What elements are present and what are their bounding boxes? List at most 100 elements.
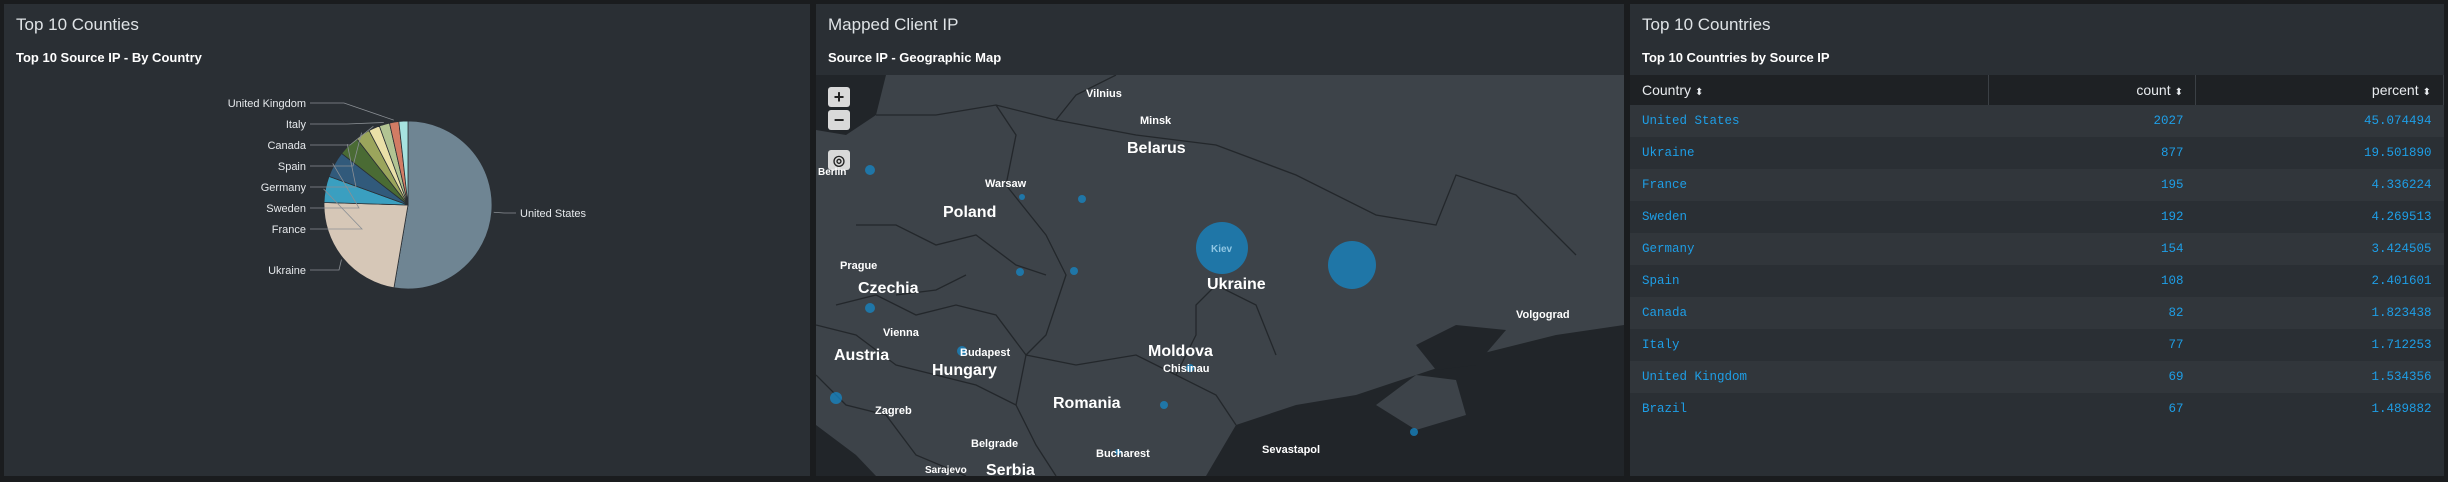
cell-count[interactable]: 69 bbox=[1988, 361, 2196, 393]
cell-percent[interactable]: 1.712253 bbox=[2195, 329, 2444, 361]
cell-percent[interactable]: 19.501890 bbox=[2195, 137, 2444, 169]
cell-percent[interactable]: 1.823438 bbox=[2195, 297, 2444, 329]
cell-percent[interactable]: 1.534356 bbox=[2195, 361, 2444, 393]
cell-percent[interactable]: 45.074494 bbox=[2195, 105, 2444, 137]
cell-percent[interactable]: 4.269513 bbox=[2195, 201, 2444, 233]
pie-leader-line bbox=[310, 125, 374, 146]
map-label-ukraine: Ukraine bbox=[1207, 276, 1266, 293]
pie-slice[interactable] bbox=[323, 202, 409, 289]
pie-leader-line bbox=[310, 132, 362, 167]
cell-country[interactable]: United Kingdom bbox=[1630, 361, 1989, 393]
cell-country[interactable]: Sweden bbox=[1630, 201, 1989, 233]
map-label-bucharest: Bucharest bbox=[1096, 448, 1150, 460]
pie-label: Italy bbox=[286, 119, 307, 131]
table-row[interactable]: Italy 77 1.712253 bbox=[1630, 329, 2444, 361]
cell-country[interactable]: France bbox=[1630, 169, 1989, 201]
cell-count[interactable]: 108 bbox=[1988, 265, 2196, 297]
cell-count[interactable]: 82 bbox=[1988, 297, 2196, 329]
table-row[interactable]: Germany 154 3.424505 bbox=[1630, 233, 2444, 265]
map-label-czechia: Czechia bbox=[858, 280, 919, 297]
table-row[interactable]: United States 2027 45.074494 bbox=[1630, 105, 2444, 137]
map-label-austria: Austria bbox=[834, 347, 889, 364]
cell-country[interactable]: United States bbox=[1630, 105, 1989, 137]
pie-label: Sweden bbox=[266, 203, 306, 215]
crimea bbox=[1376, 375, 1466, 430]
map-label-serbia: Serbia bbox=[986, 462, 1035, 476]
cell-percent[interactable]: 1.489882 bbox=[2195, 393, 2444, 425]
pie-label: France bbox=[272, 224, 306, 236]
cell-percent[interactable]: 4.336224 bbox=[2195, 169, 2444, 201]
pie-label: United Kingdom bbox=[228, 98, 306, 110]
table-row[interactable]: France 195 4.336224 bbox=[1630, 169, 2444, 201]
map-marker bbox=[865, 165, 875, 175]
column-header-country[interactable]: Country ⬍ bbox=[1630, 75, 1989, 105]
cell-count[interactable]: 195 bbox=[1988, 169, 2196, 201]
table-row[interactable]: Canada 82 1.823438 bbox=[1630, 297, 2444, 329]
cell-country[interactable]: Italy bbox=[1630, 329, 1989, 361]
cell-count[interactable]: 192 bbox=[1988, 201, 2196, 233]
table-row[interactable]: Brazil 67 1.489882 bbox=[1630, 393, 2444, 425]
panel-title: Mapped Client IP bbox=[828, 15, 959, 34]
cell-country[interactable]: Germany bbox=[1630, 233, 1989, 265]
table-row[interactable]: United Kingdom 69 1.534356 bbox=[1630, 361, 2444, 393]
map-label-prague: Prague bbox=[840, 260, 877, 272]
map-marker bbox=[1115, 449, 1121, 455]
cell-country[interactable]: Canada bbox=[1630, 297, 1989, 329]
map-label-kiev: Kiev bbox=[1211, 244, 1233, 255]
pie-slice[interactable] bbox=[398, 120, 409, 206]
geographic-map[interactable]: + − ◎ Vilnius Mins bbox=[816, 75, 1624, 476]
map-label-belarus: Belarus bbox=[1127, 140, 1186, 157]
map-marker bbox=[1016, 268, 1024, 276]
sort-icon[interactable]: ⬍ bbox=[1695, 87, 1704, 98]
map-marker bbox=[1070, 267, 1078, 275]
table-row[interactable]: Sweden 192 4.269513 bbox=[1630, 201, 2444, 233]
cell-count[interactable]: 67 bbox=[1988, 393, 2196, 425]
panel-title: Top 10 Countries bbox=[1642, 15, 1771, 34]
map-label-vilnius: Vilnius bbox=[1086, 88, 1122, 100]
cell-country[interactable]: Brazil bbox=[1630, 393, 1989, 425]
cell-count[interactable]: 877 bbox=[1988, 137, 2196, 169]
pie-leader-line bbox=[310, 163, 360, 209]
map-marker bbox=[1196, 222, 1248, 274]
table-row[interactable]: Spain 108 2.401601 bbox=[1630, 265, 2444, 297]
map-marker bbox=[957, 346, 967, 356]
zoom-in-button[interactable]: + bbox=[828, 87, 850, 107]
cell-count[interactable]: 154 bbox=[1988, 233, 2196, 265]
pie-leader-line bbox=[310, 122, 384, 125]
map-label-budapest: Budapest bbox=[960, 347, 1010, 359]
chart-title: Top 10 Source IP - By Country bbox=[16, 50, 202, 65]
cell-percent[interactable]: 2.401601 bbox=[2195, 265, 2444, 297]
map-label-zagreb: Zagreb bbox=[875, 405, 912, 417]
pie-leader-line bbox=[310, 144, 357, 188]
map-label-chisinau: Chisinau bbox=[1163, 363, 1209, 375]
map-marker bbox=[1078, 195, 1086, 203]
crosshair-icon[interactable]: ◎ bbox=[828, 150, 850, 170]
column-header-percent[interactable]: percent ⬍ bbox=[2195, 75, 2444, 105]
pie-slice[interactable] bbox=[393, 120, 493, 290]
country-borders bbox=[816, 75, 1577, 476]
map-label-warsaw: Warsaw bbox=[985, 178, 1027, 190]
map-label-vienna: Vienna bbox=[883, 327, 920, 339]
zoom-out-button[interactable]: − bbox=[828, 110, 850, 130]
pie-label: Canada bbox=[267, 140, 306, 152]
azov-sea bbox=[1416, 325, 1506, 370]
cell-count[interactable]: 2027 bbox=[1988, 105, 2196, 137]
panel-title: Top 10 Counties bbox=[16, 15, 139, 34]
cell-percent[interactable]: 3.424505 bbox=[2195, 233, 2444, 265]
table-row[interactable]: Ukraine 877 19.501890 bbox=[1630, 137, 2444, 169]
map-marker bbox=[830, 392, 842, 404]
sort-icon[interactable]: ⬍ bbox=[2174, 87, 2183, 98]
pie-leader-line bbox=[310, 188, 363, 230]
map-label-sevastapol: Sevastapol bbox=[1262, 444, 1320, 456]
cell-count[interactable]: 77 bbox=[1988, 329, 2196, 361]
map-marker bbox=[1160, 401, 1168, 409]
map-label-poland: Poland bbox=[943, 204, 996, 221]
adriatic-sea bbox=[816, 425, 876, 476]
pie-label: United States bbox=[520, 208, 587, 220]
column-header-count[interactable]: count ⬍ bbox=[1988, 75, 2196, 105]
cell-country[interactable]: Ukraine bbox=[1630, 137, 1989, 169]
map-label-romania: Romania bbox=[1053, 395, 1121, 412]
map-label-moldova: Moldova bbox=[1148, 343, 1213, 360]
sort-icon[interactable]: ⬍ bbox=[2422, 87, 2431, 98]
cell-country[interactable]: Spain bbox=[1630, 265, 1989, 297]
